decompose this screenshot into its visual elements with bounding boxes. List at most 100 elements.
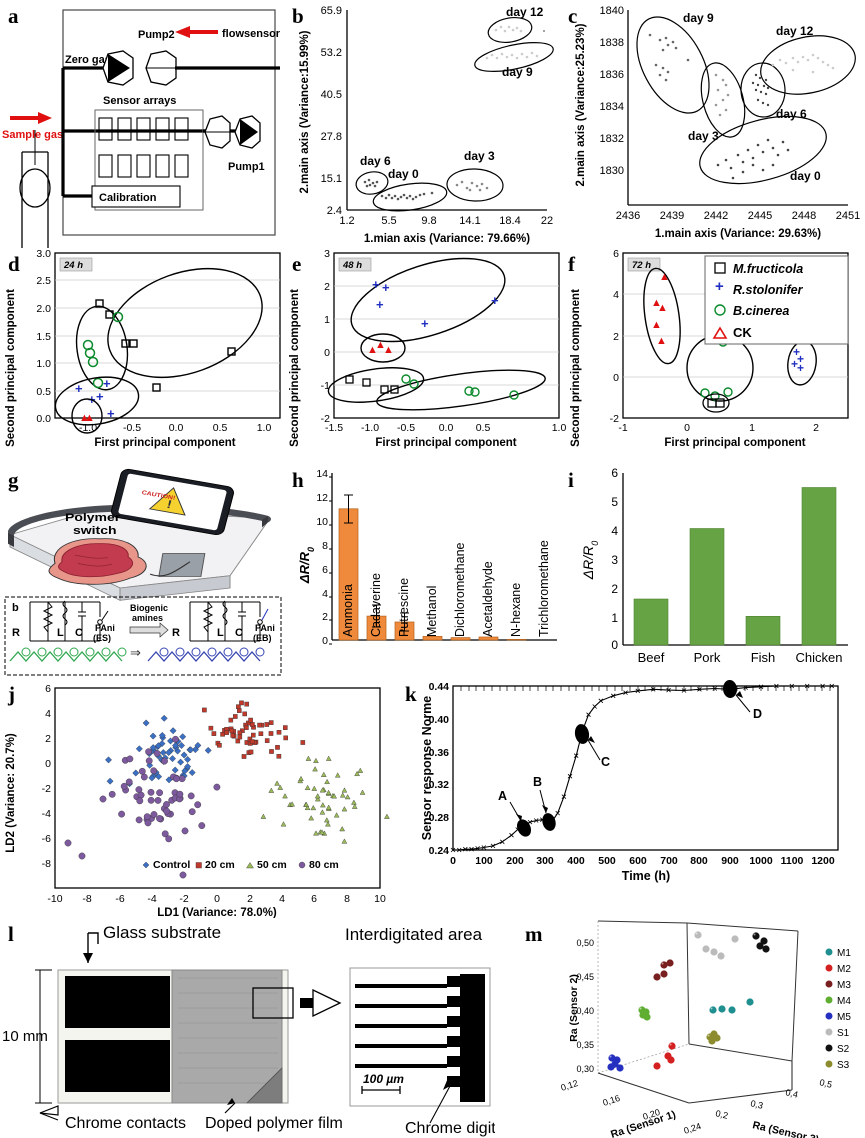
svg-text:1.0: 1.0 (257, 422, 272, 434)
svg-text:5.5: 5.5 (381, 215, 396, 227)
svg-text:-0.5: -0.5 (123, 422, 141, 434)
svg-text:8: 8 (322, 540, 328, 552)
svg-text:500: 500 (598, 855, 616, 867)
svg-text:0,5: 0,5 (819, 1077, 833, 1090)
svg-text:▲: ▲ (383, 344, 394, 356)
svg-text:10: 10 (316, 516, 328, 528)
svg-text:▲: ▲ (651, 319, 662, 331)
svg-text:CK: CK (733, 325, 752, 340)
svg-text:First principal component: First principal component (375, 437, 516, 449)
svg-text:1200: 1200 (811, 855, 835, 867)
svg-text:+: + (715, 278, 724, 295)
svg-text:0,3: 0,3 (750, 1098, 764, 1111)
svg-text:0,16: 0,16 (602, 1093, 622, 1108)
svg-text:Methanol: Methanol (425, 586, 439, 637)
svg-text:5: 5 (611, 495, 618, 509)
svg-text:1.0: 1.0 (36, 358, 51, 370)
svg-text:400: 400 (567, 855, 585, 867)
svg-text:+: + (96, 389, 104, 404)
svg-text:9.8: 9.8 (421, 215, 436, 227)
svg-text:First principal component: First principal component (664, 437, 805, 449)
svg-text:LD1 (Variance: 78.0%): LD1 (Variance: 78.0%) (157, 907, 277, 918)
svg-text:LD2 (Variance: 20.7%): LD2 (Variance: 20.7%) (5, 733, 17, 853)
svg-text:4: 4 (322, 588, 328, 600)
svg-text:53.2: 53.2 (321, 47, 342, 59)
svg-text:0: 0 (322, 635, 328, 647)
svg-text:Dichloromethane: Dichloromethane (453, 542, 467, 637)
svg-text:1.2: 1.2 (339, 215, 354, 227)
svg-text:M.fructicola: M.fructicola (733, 262, 803, 276)
svg-text:800: 800 (690, 855, 708, 867)
svg-text:C: C (601, 755, 610, 769)
svg-text:200: 200 (506, 855, 524, 867)
svg-text:1838: 1838 (600, 37, 624, 49)
svg-text:0.5: 0.5 (213, 422, 228, 434)
svg-text:-0.5: -0.5 (397, 422, 415, 434)
svg-text:-4: -4 (42, 808, 51, 820)
svg-text:48 h: 48 h (342, 260, 362, 271)
svg-text:80 cm: 80 cm (309, 859, 339, 871)
svg-text:-1: -1 (618, 422, 627, 434)
svg-text:6: 6 (322, 564, 328, 576)
svg-text:0,12: 0,12 (560, 1078, 580, 1093)
svg-text:2451: 2451 (836, 210, 860, 222)
svg-text:Second principal component: Second principal component (570, 289, 582, 447)
svg-text:2436: 2436 (616, 210, 640, 222)
svg-text:2439: 2439 (660, 210, 684, 222)
svg-text:▲: ▲ (84, 412, 95, 424)
svg-text:Pump2: Pump2 (138, 29, 175, 41)
svg-text:Sensor arrays: Sensor arrays (103, 95, 176, 107)
svg-text:2445: 2445 (748, 210, 772, 222)
svg-text:0: 0 (324, 347, 330, 359)
svg-text:L: L (217, 627, 224, 639)
svg-text:B: B (533, 775, 542, 789)
svg-text:1.mian axis (Variance: 79.66%): 1.mian axis (Variance: 79.66%) (364, 233, 530, 245)
svg-text:27.8: 27.8 (321, 131, 342, 143)
svg-text:▲: ▲ (659, 271, 670, 283)
svg-text:M3: M3 (837, 980, 851, 991)
svg-text:day 12: day 12 (776, 24, 814, 38)
svg-text:10: 10 (374, 893, 386, 905)
svg-text:-8: -8 (82, 893, 91, 905)
svg-text:1: 1 (611, 611, 618, 625)
svg-text:1000: 1000 (749, 855, 773, 867)
svg-text:Chrome digits: Chrome digits (405, 1120, 495, 1137)
svg-text:-2: -2 (179, 893, 188, 905)
svg-text:1.0: 1.0 (552, 422, 566, 434)
svg-text:Second principal component: Second principal component (5, 289, 17, 447)
svg-text:day 12: day 12 (506, 5, 544, 19)
svg-text:3: 3 (324, 248, 330, 260)
svg-text:Control: Control (153, 859, 190, 871)
svg-text:Chicken: Chicken (796, 650, 843, 665)
svg-text:2: 2 (813, 422, 819, 434)
svg-text:+: + (376, 297, 384, 312)
svg-text:Polymer: Polymer (65, 510, 120, 523)
svg-text:Ammonia: Ammonia (341, 584, 355, 637)
svg-text:Doped polymer film: Doped polymer film (205, 1115, 343, 1132)
svg-text:1840: 1840 (600, 5, 624, 17)
svg-text:1834: 1834 (600, 101, 624, 113)
svg-text:day 9: day 9 (502, 65, 533, 79)
svg-text:M5: M5 (837, 1012, 851, 1023)
svg-text:+: + (797, 361, 804, 375)
svg-text:-8: -8 (42, 858, 51, 870)
svg-text:day 3: day 3 (464, 149, 495, 163)
svg-text:0: 0 (613, 372, 619, 384)
svg-text:4: 4 (45, 708, 51, 720)
svg-text:+: + (491, 293, 499, 308)
svg-text:+: + (103, 376, 111, 391)
svg-text:-6: -6 (115, 893, 124, 905)
svg-text:▲: ▲ (656, 335, 667, 347)
svg-text:2448: 2448 (792, 210, 816, 222)
svg-text:4: 4 (611, 524, 618, 538)
svg-text:100 µm: 100 µm (363, 1072, 404, 1086)
svg-text:Cadaverine: Cadaverine (369, 573, 383, 637)
svg-text:⇒: ⇒ (130, 645, 141, 660)
svg-text:2.main axis (Variance:25.23%): 2.main axis (Variance:25.23%) (575, 23, 587, 186)
svg-text:switch: switch (73, 523, 117, 536)
svg-text:-2: -2 (42, 783, 51, 795)
svg-text:0,2: 0,2 (715, 1108, 729, 1121)
svg-text:B.cinerea: B.cinerea (733, 304, 789, 318)
svg-text:14.1: 14.1 (459, 215, 480, 227)
svg-text:Second principal component: Second principal component (289, 289, 301, 447)
